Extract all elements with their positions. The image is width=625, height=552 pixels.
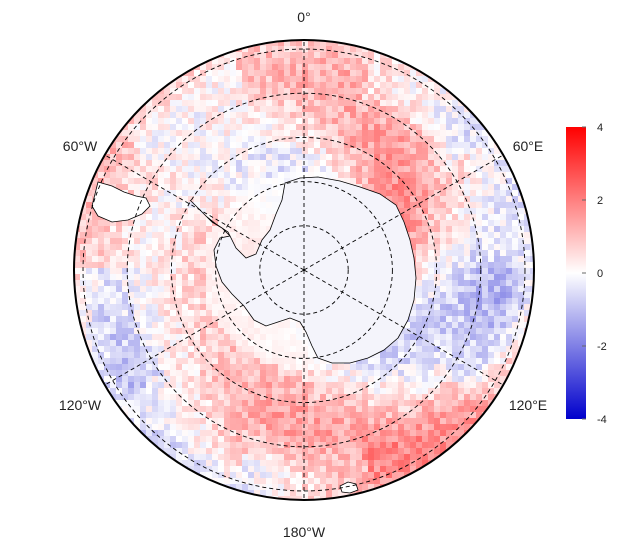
meridian-line bbox=[303, 154, 504, 271]
lon-label-lower-left: 120°W bbox=[59, 397, 102, 413]
lon-label-upper-left: 60°W bbox=[63, 138, 98, 154]
colorbar-tick-label: -4 bbox=[597, 414, 607, 426]
map-boundary bbox=[73, 39, 535, 501]
colorbar-tick-label: -2 bbox=[597, 341, 607, 353]
latitude-ring bbox=[259, 225, 349, 315]
south-america-tip bbox=[91, 181, 151, 223]
meridian-line bbox=[104, 154, 305, 271]
lon-label-top: 0° bbox=[297, 9, 310, 25]
colorbar-tick-label: 0 bbox=[597, 268, 603, 280]
meridian-line bbox=[303, 269, 504, 386]
southern-island bbox=[339, 481, 359, 494]
latitude-ring bbox=[170, 136, 438, 404]
colorbar-ticks: 4 2 0 -2 -4 bbox=[582, 122, 607, 426]
colorbar-gradient bbox=[566, 127, 586, 419]
lon-label-bottom: 180°W bbox=[283, 524, 326, 540]
colorbar-tick-label: 2 bbox=[597, 195, 603, 207]
lon-label-upper-right: 60°E bbox=[513, 138, 544, 154]
latitude-ring bbox=[215, 181, 393, 359]
colorbar-tick-label: 4 bbox=[597, 122, 603, 134]
lon-label-lower-right: 120°E bbox=[509, 397, 547, 413]
meridian-line bbox=[104, 269, 305, 386]
antarctic-peninsula bbox=[189, 199, 231, 237]
graticule bbox=[82, 40, 526, 500]
latitude-ring bbox=[126, 92, 482, 448]
antarctica-landmass bbox=[213, 176, 417, 364]
colorbar: 4 2 0 -2 -4 bbox=[566, 122, 607, 426]
